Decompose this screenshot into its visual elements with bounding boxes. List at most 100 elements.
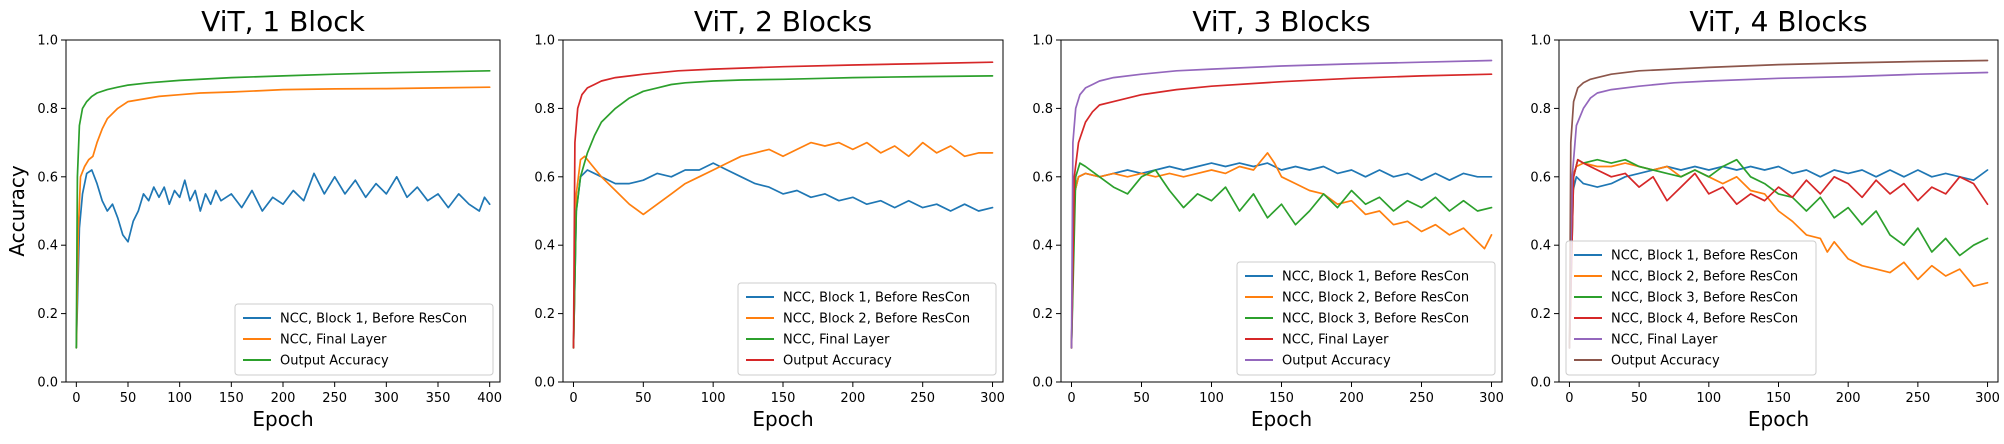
y-axis-label: Accuracy bbox=[5, 165, 29, 256]
panel-4-y-tick-label: 0.6 bbox=[1530, 170, 1551, 185]
panel-1-x-tick-label: 300 bbox=[374, 391, 399, 406]
panel-3-series-line-3 bbox=[1070, 162, 1493, 349]
panel-2-x-axis-label: Epoch bbox=[752, 407, 813, 431]
panel-1-x-tick-label: 350 bbox=[426, 391, 451, 406]
panel-4-legend-box bbox=[1565, 240, 1817, 376]
panel-3-series-line-4 bbox=[1070, 73, 1493, 349]
panel-2-legend-entry: NCC, Block 1, Before ResCon bbox=[783, 291, 970, 306]
panel-4-x-tick-label: 200 bbox=[1836, 391, 1861, 406]
panel-2-legend-entry: NCC, Final Layer bbox=[783, 333, 890, 348]
panel-1-x-tick-label: 100 bbox=[167, 391, 192, 406]
panel-3-legend-box bbox=[1236, 261, 1496, 376]
panel-3-x-tick-label: 250 bbox=[1409, 391, 1434, 406]
panel-1-series-line-1 bbox=[75, 169, 491, 349]
panel-1-title: ViT, 1 Block bbox=[201, 5, 365, 38]
panel-3-series-line-5 bbox=[1070, 59, 1493, 349]
panel-3-legend-entry: NCC, Block 1, Before ResCon bbox=[1282, 270, 1469, 285]
panel-4-x-tick-label: 250 bbox=[1905, 391, 1930, 406]
panel-3-x-tick-label: 150 bbox=[1269, 391, 1294, 406]
panel-3-y-tick-label: 0.6 bbox=[1032, 170, 1053, 185]
panel-4-x-tick-label: 150 bbox=[1766, 391, 1791, 406]
panel-1-y-tick-label: 0.6 bbox=[37, 170, 58, 185]
panel-3-x-tick-label: 300 bbox=[1479, 391, 1504, 406]
panel-2-legend-entry: Output Accuracy bbox=[783, 354, 892, 369]
panel-2-y-tick-label: 0.8 bbox=[534, 102, 555, 117]
panel-2-y-tick-label: 0.0 bbox=[534, 376, 555, 391]
panel-4-legend-entry: NCC, Block 3, Before ResCon bbox=[1611, 291, 1798, 306]
panel-2-x-tick-label: 200 bbox=[840, 391, 865, 406]
panel-4-y-tick-label: 0.0 bbox=[1530, 376, 1551, 391]
panel-3-y-tick-label: 0.4 bbox=[1032, 239, 1053, 254]
panel-1-y-tick-label: 0.4 bbox=[37, 239, 58, 254]
panel-3-legend-entry: NCC, Final Layer bbox=[1282, 333, 1389, 348]
panel-1-x-tick-label: 400 bbox=[477, 391, 502, 406]
panel-3-x-tick-label: 50 bbox=[1133, 391, 1150, 406]
panel-2-y-tick-label: 0.2 bbox=[534, 307, 555, 322]
panel-2-x-tick-label: 100 bbox=[701, 391, 726, 406]
panel-1-x-tick-label: 50 bbox=[120, 391, 137, 406]
panel-4-legend-entry: Output Accuracy bbox=[1611, 354, 1720, 369]
panel-1-y-tick-label: 0.8 bbox=[37, 102, 58, 117]
panel-2-series-line-1 bbox=[572, 162, 994, 349]
panel-3-legend-entry: NCC, Block 3, Before ResCon bbox=[1282, 312, 1469, 327]
panel-4-series-line-3 bbox=[1568, 158, 1989, 349]
panel-4-legend-entry: NCC, Block 1, Before ResCon bbox=[1611, 249, 1798, 264]
panel-2-title: ViT, 2 Blocks bbox=[694, 5, 872, 38]
panel-2-series-line-3 bbox=[572, 75, 994, 349]
panel-3-legend-entry: NCC, Block 2, Before ResCon bbox=[1282, 291, 1469, 306]
panel-2-y-tick-label: 1.0 bbox=[534, 34, 555, 49]
panel-4-series-line-4 bbox=[1568, 158, 1989, 349]
panel-1-y-tick-label: 0.0 bbox=[37, 376, 58, 391]
panel-3-legend-entry: Output Accuracy bbox=[1282, 354, 1391, 369]
panel-4-series-line-6 bbox=[1568, 59, 1989, 349]
panel-4-y-tick-label: 0.2 bbox=[1530, 307, 1551, 322]
panel-2-x-tick-label: 0 bbox=[569, 391, 577, 406]
panel-1-x-axis-label: Epoch bbox=[252, 407, 313, 431]
panel-2-legend-box bbox=[737, 282, 997, 376]
panel-3-x-axis-label: Epoch bbox=[1251, 407, 1312, 431]
panel-3-x-tick-label: 0 bbox=[1067, 391, 1075, 406]
panel-3-series-line-2 bbox=[1070, 152, 1493, 349]
panel-3-y-tick-label: 0.8 bbox=[1032, 102, 1053, 117]
panel-2-x-tick-label: 50 bbox=[635, 391, 652, 406]
panel-3-y-tick-label: 1.0 bbox=[1032, 34, 1053, 49]
panel-1-legend-entry: Output Accuracy bbox=[280, 354, 389, 369]
panel-4-y-tick-label: 0.4 bbox=[1530, 239, 1551, 254]
panel-1-series-line-3 bbox=[75, 69, 491, 349]
panel-2-series-line-2 bbox=[572, 141, 994, 349]
panel-1-series-line-2 bbox=[75, 86, 491, 349]
panel-4-x-axis-label: Epoch bbox=[1748, 407, 1809, 431]
panel-1-legend-box bbox=[234, 303, 494, 376]
panel-4-series-line-2 bbox=[1568, 162, 1989, 349]
panel-3-x-tick-label: 100 bbox=[1199, 391, 1224, 406]
panel-1-x-tick-label: 0 bbox=[72, 391, 80, 406]
panel-4-x-tick-label: 100 bbox=[1696, 391, 1721, 406]
panel-1-legend-entry: NCC, Block 1, Before ResCon bbox=[280, 312, 467, 327]
panel-4-legend-entry: NCC, Block 2, Before ResCon bbox=[1611, 270, 1798, 285]
panel-3-series-line-1 bbox=[1070, 162, 1493, 349]
panel-2-x-tick-label: 150 bbox=[771, 391, 796, 406]
panel-1-x-tick-label: 200 bbox=[271, 391, 296, 406]
panel-4-series-line-1 bbox=[1568, 165, 1989, 349]
panel-2-series-line-4 bbox=[572, 61, 994, 349]
panel-2-x-tick-label: 250 bbox=[910, 391, 935, 406]
panel-4-x-tick-label: 300 bbox=[1975, 391, 2000, 406]
panel-4-legend-entry: NCC, Final Layer bbox=[1611, 333, 1718, 348]
panel-2-y-tick-label: 0.6 bbox=[534, 170, 555, 185]
panel-4-y-tick-label: 1.0 bbox=[1530, 34, 1551, 49]
panel-2-x-tick-label: 300 bbox=[980, 391, 1005, 406]
panel-4-legend-entry: NCC, Block 4, Before ResCon bbox=[1611, 312, 1798, 327]
panel-3-x-tick-label: 200 bbox=[1339, 391, 1364, 406]
panel-1-x-tick-label: 150 bbox=[219, 391, 244, 406]
panel-4-series-line-5 bbox=[1568, 71, 1989, 349]
panel-1-y-tick-label: 1.0 bbox=[37, 34, 58, 49]
panel-1-y-tick-label: 0.2 bbox=[37, 307, 58, 322]
panel-4-y-tick-label: 0.8 bbox=[1530, 102, 1551, 117]
panel-4-x-tick-label: 0 bbox=[1565, 391, 1573, 406]
panel-3-title: ViT, 3 Blocks bbox=[1192, 5, 1370, 38]
panel-1-legend-entry: NCC, Final Layer bbox=[280, 333, 387, 348]
panel-2-legend-entry: NCC, Block 2, Before ResCon bbox=[783, 312, 970, 327]
panel-4-x-tick-label: 50 bbox=[1631, 391, 1648, 406]
